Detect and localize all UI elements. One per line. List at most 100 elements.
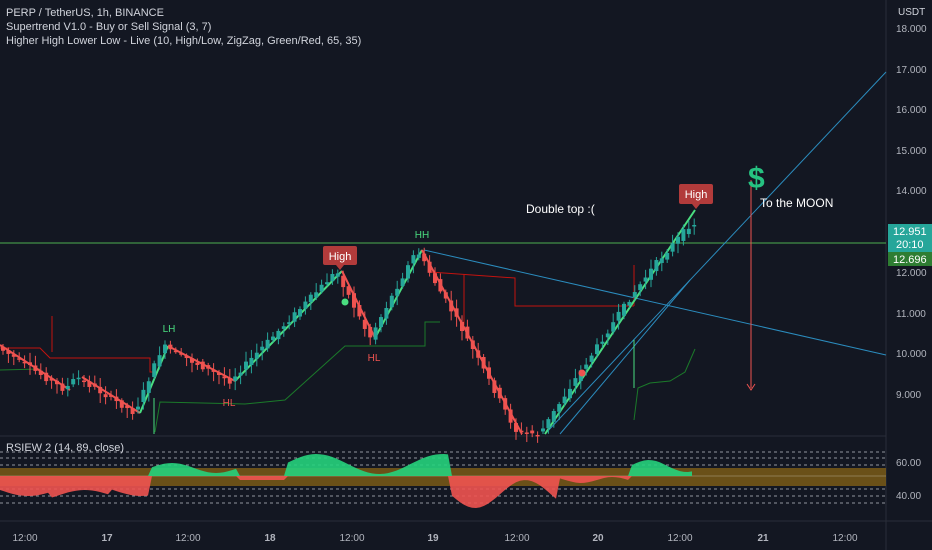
to-the-moon-note[interactable]: To the MOON <box>760 196 833 210</box>
price-tick-label: 9.000 <box>896 390 921 401</box>
supertrend-value: 12.696 <box>893 254 927 266</box>
candle <box>55 378 59 394</box>
candle <box>265 332 270 352</box>
candle <box>130 401 135 420</box>
candle <box>157 346 162 370</box>
candle <box>541 420 545 434</box>
buy-signal-dot[interactable] <box>341 298 349 306</box>
supertrend-down-line <box>0 265 635 373</box>
candle <box>233 368 238 391</box>
hl-label: HL <box>368 353 381 364</box>
candle <box>362 311 367 337</box>
rsi-axis-60: 60.00 <box>896 458 921 469</box>
candle <box>389 293 394 311</box>
chart-legend: PERP / TetherUS, 1h, BINANCE Supertrend … <box>6 6 361 48</box>
symbol-title[interactable]: PERP / TetherUS, 1h, BINANCE <box>6 7 164 19</box>
candle <box>492 377 497 398</box>
candle <box>33 355 38 375</box>
candle <box>125 402 130 418</box>
price-tick-label: 14.000 <box>896 186 927 197</box>
candle <box>249 349 254 374</box>
candle <box>681 224 686 246</box>
ascending-trendline-lower[interactable] <box>559 279 691 435</box>
candle <box>460 315 464 341</box>
sell-signal-dot[interactable] <box>578 369 586 377</box>
time-tick-label: 21 <box>757 533 769 544</box>
candle <box>109 390 113 401</box>
candle <box>449 290 454 321</box>
double-top-note[interactable]: Double top :( <box>526 202 595 216</box>
time-tick-label: 12:00 <box>667 533 692 544</box>
rsi-indicator-label[interactable]: RSIEW 2 (14, 89, close) <box>6 442 124 454</box>
candle <box>692 218 697 235</box>
descending-trendline[interactable] <box>423 249 887 356</box>
high-label-2[interactable]: High <box>679 184 713 209</box>
supertrend-value-tag[interactable]: 12.696 <box>888 252 932 266</box>
time-tick-label: 19 <box>427 533 439 544</box>
candle <box>357 300 362 320</box>
rsi-below-area <box>0 476 692 508</box>
candle <box>76 370 81 386</box>
hhll-indicator-label[interactable]: Higher High Lower Low - Live (10, High/L… <box>6 35 362 47</box>
candle <box>605 329 610 346</box>
candle <box>276 328 281 345</box>
time-tick-label: 12:00 <box>504 533 529 544</box>
price-axis[interactable]: 18.000 17.000 16.000 15.000 14.000 12.000 11.0… <box>896 24 927 401</box>
candle <box>71 373 76 388</box>
rsi-level-lines <box>0 451 886 504</box>
last-price-value: 12.951 <box>893 226 927 238</box>
candle <box>211 363 216 382</box>
candle <box>163 340 167 360</box>
candle <box>487 361 491 385</box>
time-tick-label: 12:00 <box>832 533 857 544</box>
time-tick-label: 18 <box>264 533 276 544</box>
supertrend-up-line <box>0 321 696 434</box>
candle <box>254 343 259 367</box>
candle <box>103 386 108 405</box>
candle <box>643 269 648 290</box>
candle <box>141 382 146 410</box>
candle <box>454 299 459 327</box>
candle <box>497 384 502 403</box>
hl-low-label: HL <box>223 398 236 409</box>
candle <box>476 342 481 366</box>
candle <box>49 375 54 389</box>
price-tick-label: 12.000 <box>896 268 927 279</box>
candle <box>616 303 621 330</box>
supertrend-indicator-label[interactable]: Supertrend V1.0 - Buy or Sell Signal (3,… <box>6 21 212 33</box>
price-tick-label: 11.000 <box>896 309 926 320</box>
candle <box>524 426 529 443</box>
candle <box>60 377 65 395</box>
time-tick-label: 17 <box>101 533 113 544</box>
candle <box>1 343 5 355</box>
candle <box>28 352 32 375</box>
time-axis[interactable]: 12:00 17 12:00 18 12:00 19 12:00 20 12:00 21 12:00 <box>12 533 857 544</box>
candle <box>287 315 292 330</box>
candle <box>659 251 664 272</box>
candle <box>384 301 389 325</box>
candle <box>341 270 346 297</box>
candle <box>17 352 22 363</box>
high-label-1[interactable]: High <box>323 246 357 270</box>
candle <box>465 319 470 342</box>
candle <box>427 255 432 277</box>
last-price-tag[interactable]: 12.951 20:10 <box>888 224 932 252</box>
candlestick-series[interactable] <box>1 218 697 443</box>
candle <box>227 368 232 389</box>
candle <box>519 422 524 435</box>
candle <box>665 249 670 263</box>
candle <box>22 355 27 369</box>
price-tick-label: 10.000 <box>896 349 927 360</box>
bar-countdown: 20:10 <box>896 239 924 251</box>
dollar-icon[interactable]: $ <box>748 162 765 195</box>
candle <box>206 362 211 376</box>
candle <box>584 358 589 376</box>
candle <box>611 313 616 335</box>
candle <box>676 232 680 254</box>
ascending-trendline-upper[interactable] <box>544 71 887 435</box>
candle <box>416 248 421 261</box>
candle <box>152 360 157 380</box>
candle <box>184 353 189 367</box>
